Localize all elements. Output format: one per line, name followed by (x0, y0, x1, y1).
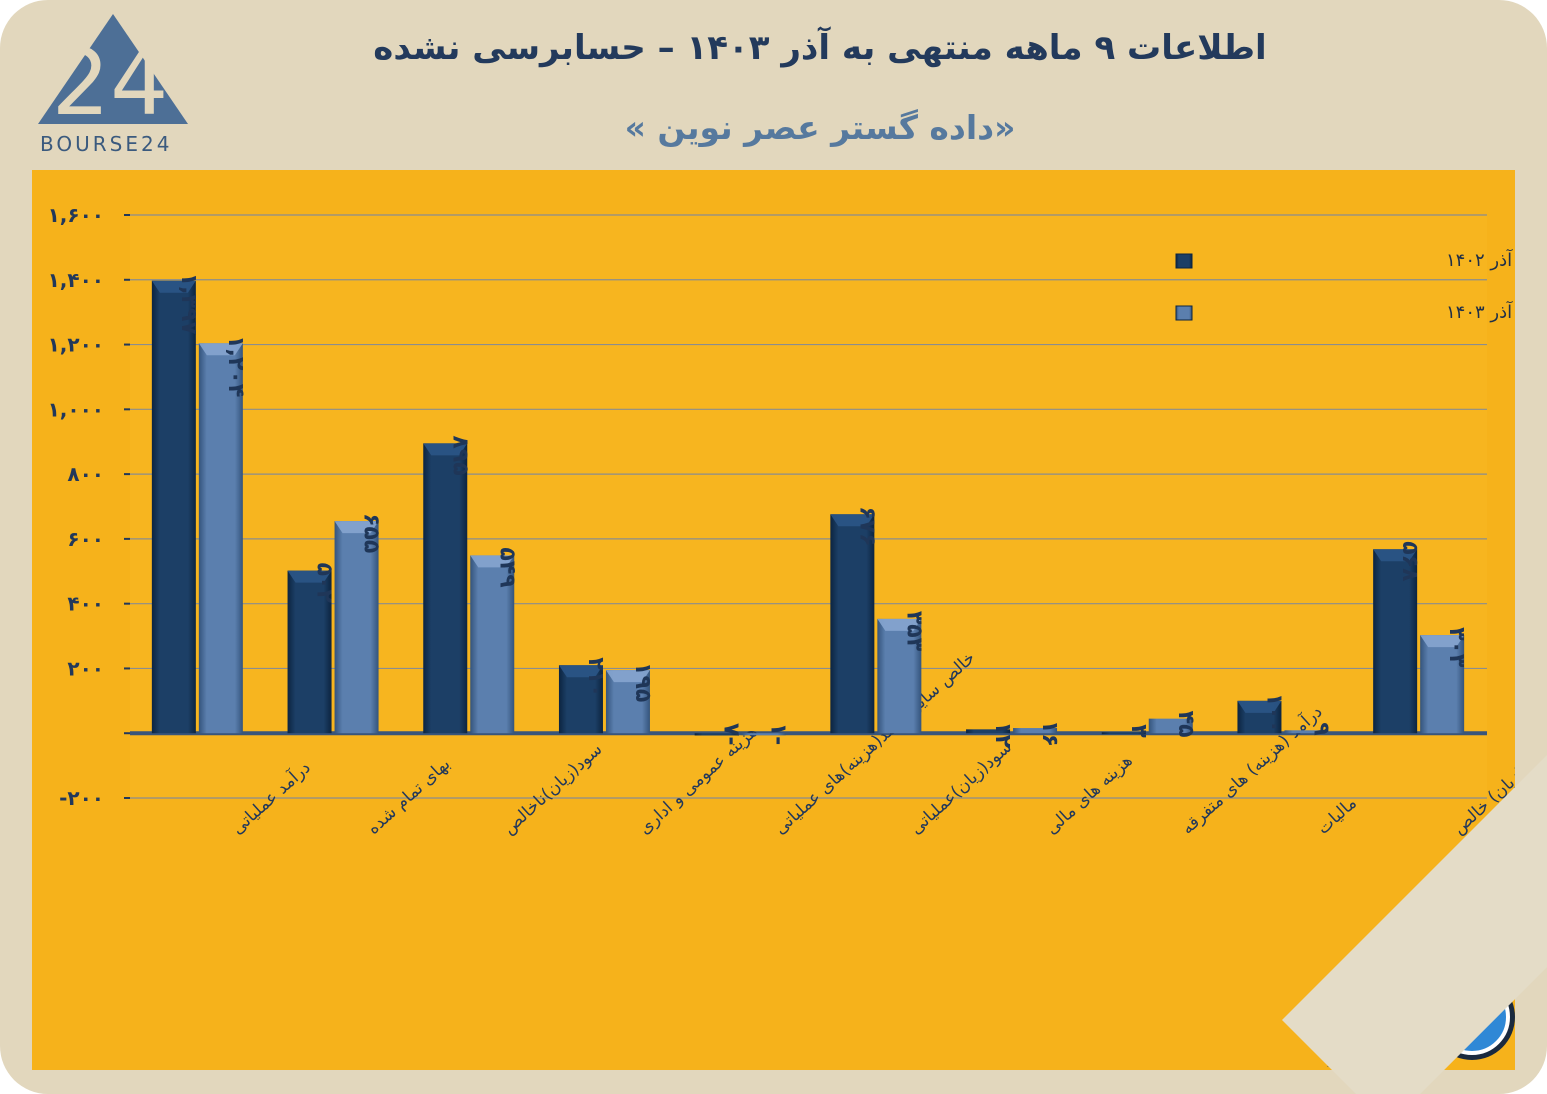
bar-bevel (830, 514, 875, 527)
bar-1402 (830, 514, 875, 734)
bar-1402 (1101, 732, 1146, 735)
bar-1402 (287, 570, 332, 734)
data-label: ۳۵۳ (901, 611, 926, 652)
bar-1403 (1284, 730, 1329, 734)
data-label: ۱,۳۹۷ (176, 273, 201, 336)
bourse24-logo-icon: 24 (38, 14, 188, 136)
data-label: ۸۹۵ (447, 435, 472, 475)
chart-title: اطلاعات ۹ ماهه منتهی به آذر ۱۴۰۳ – حسابر… (373, 28, 1267, 68)
legend-label: عملکرد منتهی به آذر ۱۴۰۲ (1446, 248, 1515, 271)
bar-bevel (334, 521, 379, 534)
y-tick-label: ۱,۶۰۰ (48, 203, 104, 227)
bar-bevel (1237, 700, 1282, 713)
bar-1403 (1013, 728, 1058, 734)
data-label: ۷- (719, 723, 744, 746)
y-tick-label: ۱,۴۰۰ (48, 268, 104, 292)
bar-1403 (877, 618, 922, 734)
legend-swatch (1175, 253, 1193, 269)
bar-1403 (334, 521, 379, 734)
legend-swatch (1175, 305, 1193, 321)
data-label: ۱۲ (990, 721, 1015, 748)
data-label: ۱۹۵ (630, 662, 655, 702)
bar-1402 (1373, 549, 1418, 734)
bar-bevel (151, 280, 196, 293)
x-tick-label: مالیات (1313, 793, 1360, 838)
data-label: ۱۰۰ (1261, 693, 1286, 733)
bar-bevel (1420, 635, 1465, 648)
bar-bevel (558, 665, 603, 678)
data-label: ۱,۲۰۴ (223, 335, 248, 397)
bar-1403 (741, 733, 786, 736)
data-label: ۵۶۸ (1397, 541, 1422, 582)
data-label: ۳۰۳ (1444, 627, 1469, 668)
chart-panel: ۱,۶۰۰ ۱,۴۰۰ ۱,۲۰۰ ۱,۰۰۰ ۸۰۰ ۶۰۰ ۴۰۰ ۲۰۰ -۲۰۰ ۱,۳۹… (32, 170, 1547, 1094)
bar-1402 (151, 280, 196, 734)
bar-chart: ۱,۶۰۰ ۱,۴۰۰ ۱,۲۰۰ ۱,۰۰۰ ۸۰۰ ۶۰۰ ۴۰۰ ۲۰۰ -۲۰۰ ۱,۳۹… (48, 203, 1515, 1070)
bar-1403 (1420, 635, 1465, 734)
y-tick-label: ۱,۲۰۰ (48, 333, 104, 357)
bar-1402 (423, 443, 468, 734)
data-label: ۳ (1126, 724, 1151, 738)
bar-bevel (877, 618, 922, 631)
bar-bevel (198, 343, 243, 356)
logo-text: BOURSE24 (40, 132, 173, 156)
bar-1403 (470, 555, 515, 734)
data-label: ۲۱۰ (583, 657, 608, 697)
data-label: ۱- (766, 723, 791, 746)
legend-label: عملکرد منتهی به آذر ۱۴۰۳ (1446, 300, 1515, 323)
chart-subtitle: «داده گستر عصر نوین » (624, 108, 1016, 147)
y-tick-label: ۶۰۰ (67, 527, 104, 551)
bar-1402 (694, 733, 739, 736)
bar-bevel (1373, 549, 1418, 562)
data-label: ۹ (1308, 722, 1333, 735)
data-label: ۴۵ (1173, 711, 1198, 738)
data-label: ۶۵۵ (359, 513, 384, 553)
y-tick-label: ۸۰۰ (67, 462, 104, 486)
data-label: ۵۰۲ (312, 563, 337, 604)
y-tick-label: ۴۰۰ (67, 592, 104, 616)
y-tick-label: ۲۰۰ (67, 656, 104, 680)
bar-bevel (287, 570, 332, 583)
bar-bevel (423, 443, 468, 456)
bar-1403 (198, 343, 243, 734)
y-tick-label: ۱,۰۰۰ (48, 397, 104, 421)
data-label: ۶۷۶ (854, 506, 879, 546)
data-label: ۵۴۹ (494, 547, 519, 587)
bar-1403 (1148, 718, 1193, 734)
bar-bevel (470, 555, 515, 568)
logo-mark: 24 (51, 29, 168, 136)
data-label: ۱۶ (1037, 720, 1062, 747)
y-tick-label: -۲۰۰ (59, 786, 104, 810)
bar-bevel (605, 670, 650, 683)
bar-1402 (966, 729, 1011, 734)
